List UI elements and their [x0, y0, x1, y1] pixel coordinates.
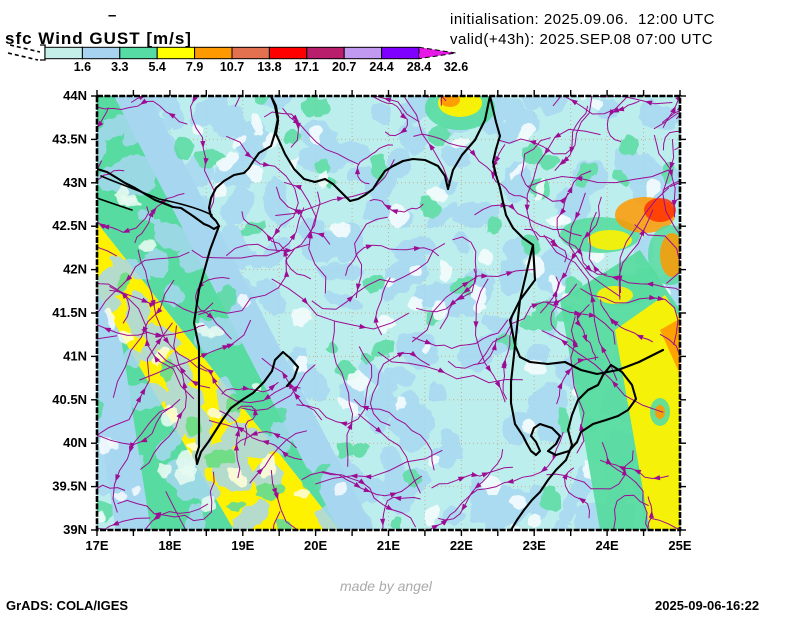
svg-text:24.4: 24.4	[369, 60, 393, 74]
svg-text:22E: 22E	[450, 538, 473, 553]
svg-text:39N: 39N	[63, 522, 87, 537]
svg-text:1.6: 1.6	[74, 60, 91, 74]
svg-text:43N: 43N	[63, 175, 87, 190]
svg-text:18E: 18E	[158, 538, 181, 553]
svg-text:21E: 21E	[377, 538, 400, 553]
svg-text:3.3: 3.3	[111, 60, 128, 74]
svg-text:42.5N: 42.5N	[52, 218, 87, 233]
svg-text:41N: 41N	[63, 348, 87, 363]
svg-text:43.5N: 43.5N	[52, 131, 87, 146]
svg-text:7.9: 7.9	[186, 60, 203, 74]
svg-text:24E: 24E	[596, 538, 619, 553]
svg-text:40N: 40N	[63, 435, 87, 450]
svg-text:20E: 20E	[304, 538, 327, 553]
svg-text:28.4: 28.4	[407, 60, 431, 74]
svg-text:41.5N: 41.5N	[52, 305, 87, 320]
svg-text:40.5N: 40.5N	[52, 392, 87, 407]
svg-text:39.5N: 39.5N	[52, 479, 87, 494]
svg-text:32.6: 32.6	[444, 60, 468, 74]
svg-text:17E: 17E	[85, 538, 108, 553]
svg-text:25E: 25E	[668, 538, 691, 553]
svg-text:44N: 44N	[63, 88, 87, 103]
svg-text:42N: 42N	[63, 262, 87, 277]
svg-text:19E: 19E	[231, 538, 254, 553]
svg-text:23E: 23E	[523, 538, 546, 553]
svg-text:20.7: 20.7	[332, 60, 356, 74]
svg-text:17.1: 17.1	[295, 60, 319, 74]
svg-text:13.8: 13.8	[257, 60, 281, 74]
svg-text:5.4: 5.4	[149, 60, 166, 74]
svg-text:10.7: 10.7	[220, 60, 244, 74]
